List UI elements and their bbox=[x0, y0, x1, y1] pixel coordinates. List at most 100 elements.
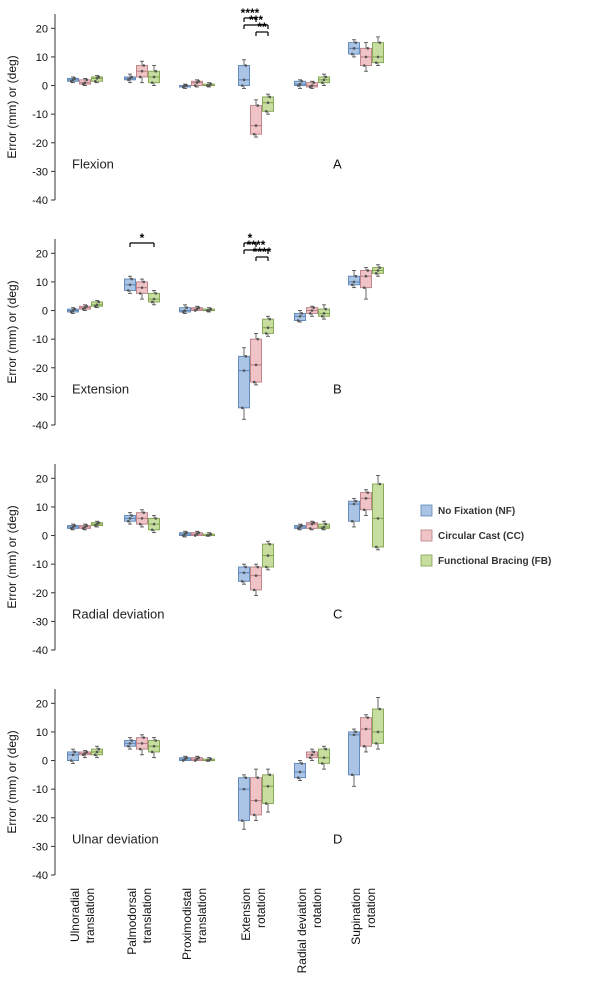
y-tick-label: 20 bbox=[36, 698, 48, 710]
data-point bbox=[93, 753, 97, 757]
data-point bbox=[256, 337, 260, 341]
panel-letter: A bbox=[333, 157, 342, 172]
data-point bbox=[324, 307, 328, 311]
data-point bbox=[252, 588, 256, 592]
box-cc bbox=[250, 333, 262, 386]
data-point bbox=[300, 524, 304, 527]
iqr-box bbox=[294, 762, 306, 779]
iqr-box bbox=[306, 522, 318, 529]
data-point bbox=[69, 527, 73, 530]
y-tick-label: -30 bbox=[32, 616, 48, 628]
data-point bbox=[138, 522, 142, 526]
data-point bbox=[73, 77, 77, 80]
data-point bbox=[154, 517, 158, 520]
box-cc bbox=[191, 755, 203, 762]
significance-stars: ** bbox=[257, 20, 267, 34]
data-point bbox=[195, 307, 199, 311]
panel-d: 20 10 0 -10 -20 -30 -40 Error (mm) or (deg) Ulna… bbox=[5, 689, 384, 882]
box-cc bbox=[136, 509, 148, 528]
box-fb bbox=[262, 540, 274, 571]
data-point bbox=[322, 312, 326, 315]
iqr-box bbox=[372, 42, 384, 64]
data-point bbox=[73, 750, 77, 754]
data-point bbox=[374, 272, 378, 275]
data-point bbox=[83, 752, 87, 755]
data-point bbox=[312, 750, 316, 754]
box-nf bbox=[348, 497, 360, 528]
data-point bbox=[324, 522, 328, 526]
data-point bbox=[242, 78, 246, 82]
data-point bbox=[209, 757, 213, 761]
data-point bbox=[266, 784, 270, 788]
significance-stars: **** bbox=[247, 238, 266, 252]
data-point bbox=[185, 756, 189, 759]
data-point bbox=[181, 85, 185, 89]
box-cc bbox=[306, 748, 318, 761]
iqr-box bbox=[250, 777, 262, 816]
box-cc bbox=[191, 530, 203, 537]
iqr-box bbox=[318, 748, 330, 764]
data-point bbox=[181, 310, 185, 314]
box-cc bbox=[79, 77, 91, 86]
data-point bbox=[207, 84, 211, 87]
box-nf bbox=[238, 563, 250, 585]
data-point bbox=[374, 545, 378, 549]
data-point bbox=[183, 532, 187, 536]
category-label-line: translation bbox=[195, 888, 209, 943]
data-point bbox=[193, 534, 197, 537]
data-point bbox=[197, 531, 201, 534]
iqr-box bbox=[238, 777, 250, 822]
data-point bbox=[138, 747, 142, 751]
data-point bbox=[97, 300, 101, 304]
iqr-box bbox=[360, 717, 372, 747]
data-point bbox=[95, 303, 99, 307]
box-cc bbox=[250, 768, 262, 822]
data-point bbox=[85, 524, 89, 527]
data-point bbox=[240, 819, 244, 822]
box-nf bbox=[348, 39, 360, 58]
category-label-line: rotation bbox=[254, 888, 268, 928]
data-point bbox=[95, 750, 99, 754]
box-cc bbox=[136, 734, 148, 756]
data-point bbox=[376, 517, 380, 520]
data-point bbox=[308, 756, 312, 759]
panel-letter: B bbox=[333, 382, 342, 397]
y-tick-label: -40 bbox=[32, 420, 48, 432]
box-nf bbox=[294, 79, 306, 89]
category-label: Supination rotation bbox=[349, 888, 378, 945]
data-point bbox=[266, 101, 270, 105]
data-point bbox=[197, 79, 201, 83]
data-point bbox=[308, 312, 312, 315]
data-point bbox=[362, 286, 366, 289]
box-fb bbox=[318, 73, 330, 86]
data-point bbox=[150, 300, 154, 304]
data-point bbox=[366, 269, 370, 272]
category-label-line: Supination bbox=[349, 888, 363, 945]
iqr-box bbox=[238, 65, 250, 86]
data-point bbox=[71, 78, 75, 82]
y-axis-label: Error (mm) or (deg) bbox=[5, 505, 19, 608]
data-point bbox=[71, 309, 75, 312]
data-point bbox=[364, 55, 368, 59]
data-point bbox=[85, 304, 89, 308]
data-point bbox=[350, 283, 354, 287]
category-label-line: Radial deviation bbox=[295, 888, 309, 973]
iqr-box bbox=[250, 105, 262, 135]
data-point bbox=[240, 406, 244, 410]
box-nf bbox=[179, 755, 191, 762]
significance-stars: * bbox=[140, 231, 145, 245]
y-tick-label: 0 bbox=[42, 81, 48, 93]
data-point bbox=[308, 85, 312, 89]
iqr-box bbox=[238, 355, 250, 409]
iqr-box bbox=[348, 500, 360, 522]
legend-swatch-cc bbox=[420, 529, 433, 542]
data-point bbox=[81, 753, 85, 757]
box-fb bbox=[203, 532, 215, 537]
y-tick-label: 10 bbox=[36, 727, 48, 739]
box-cc bbox=[360, 714, 372, 753]
significance-bracket: **** bbox=[253, 245, 272, 261]
data-point bbox=[376, 730, 380, 734]
y-tick-label: -30 bbox=[32, 841, 48, 853]
y-tick-label: 10 bbox=[36, 502, 48, 514]
significance-bracket: * bbox=[129, 231, 155, 247]
